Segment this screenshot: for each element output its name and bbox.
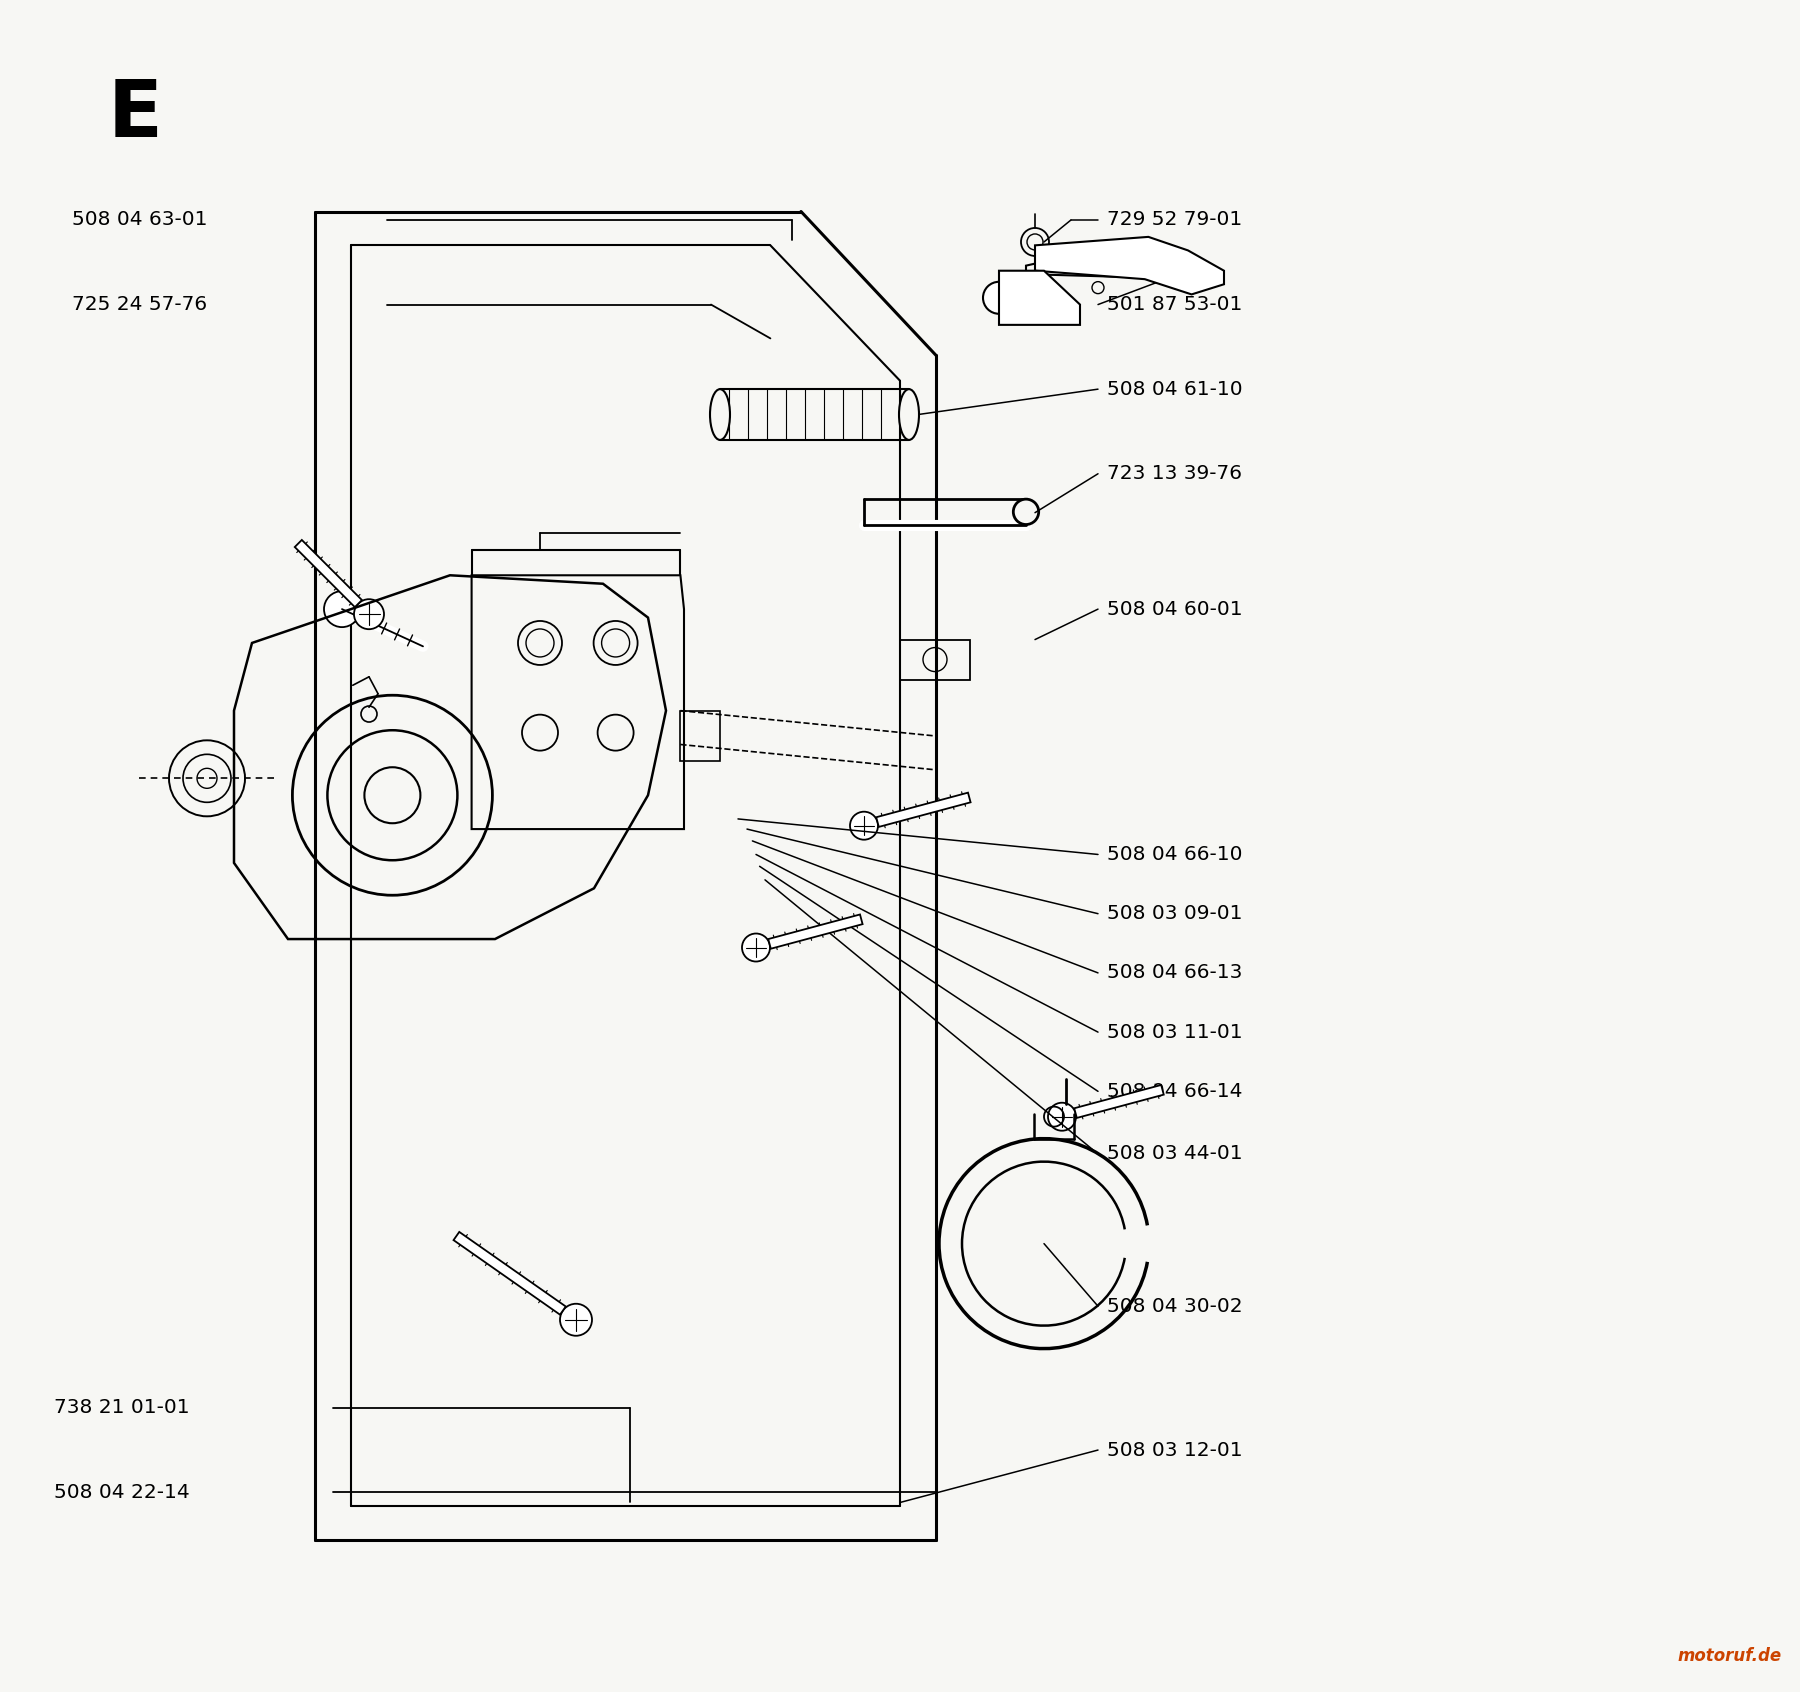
Circle shape	[983, 283, 1015, 313]
Circle shape	[850, 812, 878, 839]
Text: 508 03 11-01: 508 03 11-01	[1107, 1022, 1242, 1042]
Text: E: E	[108, 76, 164, 154]
Text: 508 04 60-01: 508 04 60-01	[1107, 599, 1242, 619]
Text: 729 52 79-01: 729 52 79-01	[1107, 210, 1242, 230]
Polygon shape	[999, 271, 1080, 325]
Polygon shape	[1035, 237, 1224, 294]
Text: 723 13 39-76: 723 13 39-76	[1107, 464, 1242, 484]
Circle shape	[355, 599, 383, 629]
Text: 508 03 12-01: 508 03 12-01	[1107, 1440, 1242, 1460]
Polygon shape	[295, 540, 362, 607]
Text: 501 87 53-01: 501 87 53-01	[1107, 294, 1242, 315]
Polygon shape	[877, 792, 970, 827]
Text: 508 04 66-14: 508 04 66-14	[1107, 1081, 1242, 1101]
Circle shape	[1048, 1103, 1076, 1130]
Circle shape	[742, 934, 770, 961]
Text: 508 03 09-01: 508 03 09-01	[1107, 904, 1242, 924]
Text: 508 04 63-01: 508 04 63-01	[72, 210, 207, 230]
Text: 725 24 57-76: 725 24 57-76	[72, 294, 207, 315]
Text: motoruf.de: motoruf.de	[1678, 1646, 1782, 1665]
Ellipse shape	[709, 389, 731, 440]
Polygon shape	[454, 1232, 565, 1315]
Text: 508 04 66-10: 508 04 66-10	[1107, 844, 1242, 865]
Text: 508 04 30-02: 508 04 30-02	[1107, 1296, 1242, 1316]
Polygon shape	[1075, 1085, 1165, 1118]
Text: 508 03 44-01: 508 03 44-01	[1107, 1144, 1242, 1164]
Circle shape	[1013, 499, 1039, 525]
Text: 508 04 66-13: 508 04 66-13	[1107, 963, 1242, 983]
Circle shape	[324, 591, 360, 628]
Text: 738 21 01-01: 738 21 01-01	[54, 1398, 189, 1418]
Text: 508 04 61-10: 508 04 61-10	[1107, 379, 1242, 399]
Circle shape	[560, 1305, 592, 1335]
Ellipse shape	[898, 389, 920, 440]
Polygon shape	[769, 914, 862, 949]
Text: 508 04 22-14: 508 04 22-14	[54, 1482, 189, 1502]
